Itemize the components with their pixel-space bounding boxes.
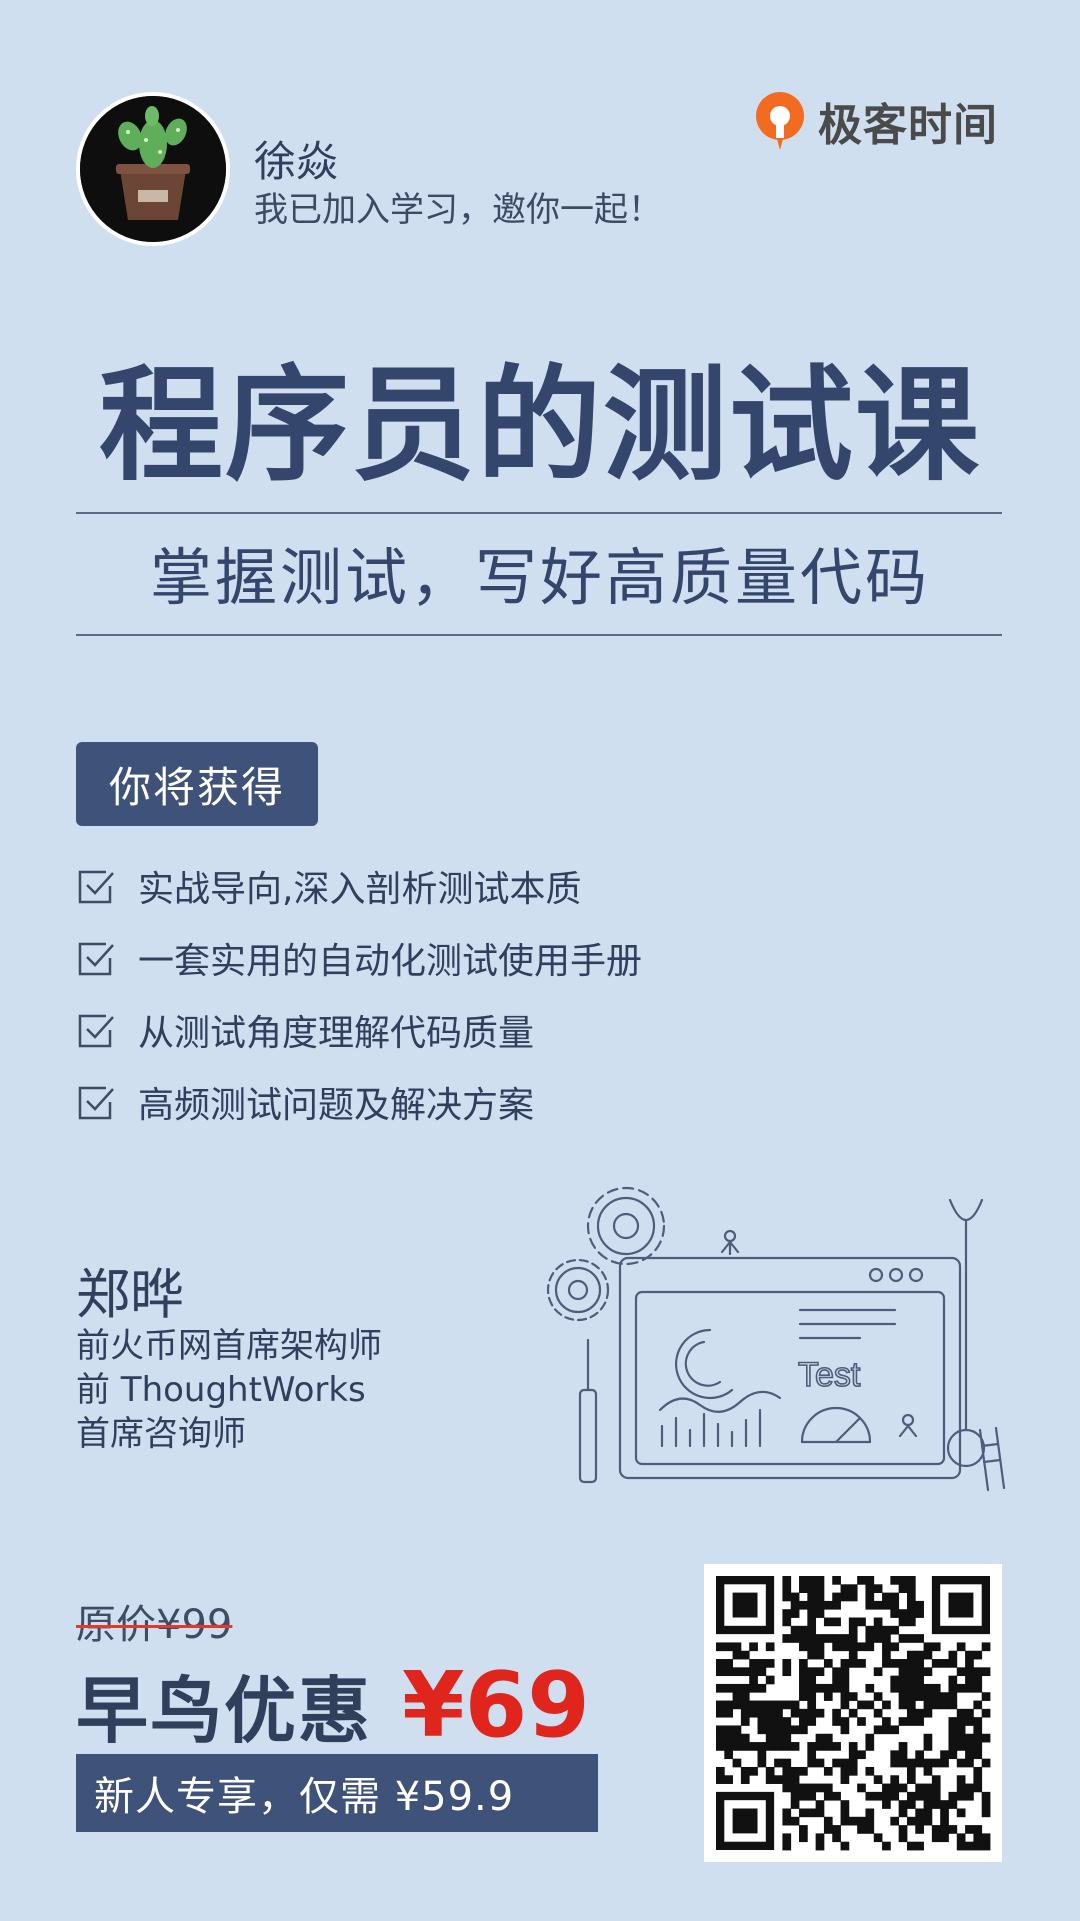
cactus-icon xyxy=(80,96,226,242)
instructor-name: 郑晔 xyxy=(76,1263,184,1326)
benefit-text: 实战导向,深入剖析测试本质 xyxy=(138,869,582,910)
checkbox-icon xyxy=(78,870,114,904)
benefit-item: 实战导向,深入剖析测试本质 xyxy=(76,850,776,922)
checkbox-icon xyxy=(78,1014,114,1048)
early-bird-label: 早鸟优惠 xyxy=(76,1669,373,1753)
qr-code-image xyxy=(716,1576,991,1851)
brand-name: 极客时间 xyxy=(818,100,998,151)
course-title: 程序员的测试课 xyxy=(98,354,981,498)
avatar xyxy=(76,92,230,246)
invite-text: 我已加入学习，邀你一起！ xyxy=(254,190,662,230)
benefit-item: 从测试角度理解代码质量 xyxy=(76,994,776,1066)
early-bird-offer: 早鸟优惠 ¥69 xyxy=(76,1652,590,1758)
qr-code[interactable] xyxy=(704,1564,1002,1862)
geektime-logo-icon xyxy=(756,92,804,150)
testing-illustration: Test xyxy=(546,1186,1006,1492)
instructor-title: 前 ThoughtWorks xyxy=(76,1370,366,1410)
divider-top xyxy=(76,512,1002,514)
username: 徐焱 xyxy=(254,137,339,186)
course-subtitle: 掌握测试，写好高质量代码 xyxy=(149,541,930,614)
checkbox-icon xyxy=(78,1086,114,1120)
benefit-item: 一套实用的自动化测试使用手册 xyxy=(76,922,776,994)
benefit-item: 高频测试问题及解决方案 xyxy=(76,1066,776,1138)
benefits-list: 实战导向,深入剖析测试本质 一套实用的自动化测试使用手册 从测试角度理解代码质量… xyxy=(76,850,776,1138)
benefit-text: 一套实用的自动化测试使用手册 xyxy=(138,941,643,982)
instructor-title: 前火币网首席架构师 xyxy=(76,1326,382,1366)
benefit-text: 从测试角度理解代码质量 xyxy=(138,1013,535,1054)
divider-bottom xyxy=(76,634,1002,636)
brand-logo: 极客时间 xyxy=(752,88,998,154)
benefits-heading: 你将获得 xyxy=(76,742,318,826)
original-price: 原价¥99 xyxy=(76,1602,233,1648)
checkbox-icon xyxy=(78,942,114,976)
illustration-label: Test xyxy=(798,1356,861,1394)
benefit-text: 高频测试问题及解决方案 xyxy=(138,1085,535,1126)
instructor-title: 首席咨询师 xyxy=(76,1414,246,1454)
early-bird-price: ¥69 xyxy=(402,1653,590,1758)
new-user-offer: 新人专享，仅需 ¥59.9 xyxy=(76,1754,598,1832)
